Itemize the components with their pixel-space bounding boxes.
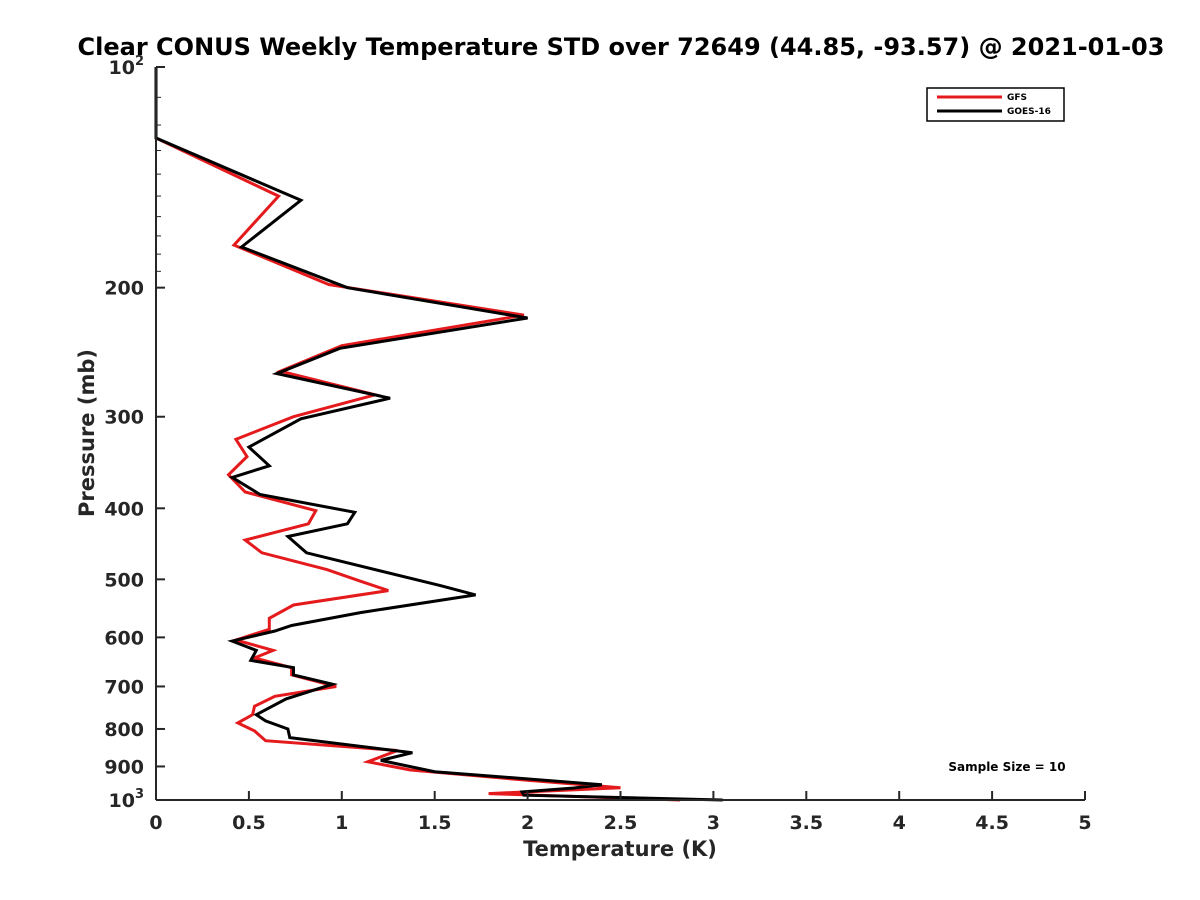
y-tick-label-3: 400: [104, 498, 144, 520]
x-tick-label-0: 0: [149, 812, 162, 834]
series-line-goes-16: [154, 67, 723, 802]
x-tick-label-1: 0.5: [232, 812, 266, 834]
legend-box: [926, 87, 1065, 122]
y-tick-label-2: 300: [104, 407, 144, 429]
sample-size-annotation: Sample Size = 10: [948, 760, 1065, 774]
chart-title: Clear CONUS Weekly Temperature STD over …: [78, 33, 1165, 61]
y-tick-base: 10: [109, 790, 135, 812]
x-tick-label-2: 1: [335, 812, 348, 834]
y-tick-exponent: 2: [135, 54, 144, 69]
x-tick-label-10: 5: [1078, 812, 1091, 834]
legend: GFS GOES-16: [926, 87, 1065, 122]
y-axis-label: Pressure (mb): [75, 349, 99, 517]
legend-label-goes-16: GOES-16: [1007, 107, 1051, 117]
x-tick-label-8: 4: [893, 812, 906, 834]
x-axis-label: Temperature (K): [523, 837, 717, 861]
x-tick-label-9: 4.5: [975, 812, 1009, 834]
y-tick-label-1: 200: [104, 278, 144, 300]
series-goes-16: [154, 66, 723, 802]
series-layer: [154, 66, 723, 802]
x-tick-label-6: 3: [707, 812, 720, 834]
x-tick-label-4: 2: [521, 812, 534, 834]
y-tick-exponent: 3: [135, 787, 144, 802]
y-tick-label-4: 500: [104, 569, 144, 591]
y-tick-label-8: 900: [104, 756, 144, 778]
legend-label-gfs: GFS: [1007, 93, 1027, 103]
x-tick-label-3: 1.5: [418, 812, 452, 834]
y-tick-label-5: 600: [104, 627, 144, 649]
y-tick-label-9: 103: [109, 787, 145, 812]
y-tick-label-6: 700: [104, 676, 144, 698]
y-tick-label-7: 800: [104, 719, 144, 741]
y-tick-base: 10: [109, 57, 135, 79]
axes-layer: 0 0.5 1 1.5 2 2.5 3 3.5 4 4.5 51022003004005006007…: [104, 54, 1091, 834]
y-tick-label-0: 102: [109, 54, 145, 79]
x-tick-label-5: 2.5: [604, 812, 638, 834]
x-tick-label-7: 3.5: [789, 812, 823, 834]
